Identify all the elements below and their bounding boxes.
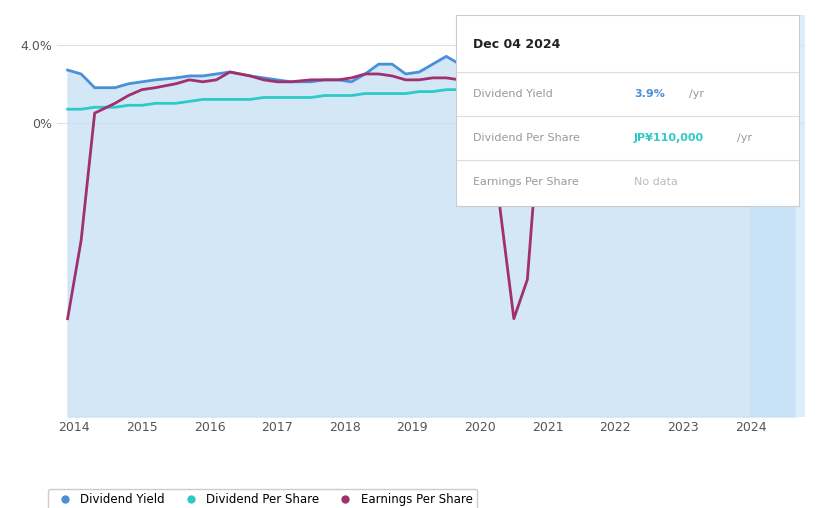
Text: Past: Past — [754, 30, 777, 41]
Text: Dec 04 2024: Dec 04 2024 — [473, 38, 560, 51]
Text: JP¥110,000: JP¥110,000 — [634, 133, 704, 143]
Text: /yr: /yr — [689, 89, 704, 99]
Text: No data: No data — [634, 177, 678, 187]
Text: Earnings Per Share: Earnings Per Share — [473, 177, 579, 187]
Legend: Dividend Yield, Dividend Per Share, Earnings Per Share: Dividend Yield, Dividend Per Share, Earn… — [48, 489, 477, 508]
Text: Dividend Yield: Dividend Yield — [473, 89, 553, 99]
Text: /yr: /yr — [737, 133, 752, 143]
Text: 3.9%: 3.9% — [634, 89, 665, 99]
Text: Dividend Per Share: Dividend Per Share — [473, 133, 580, 143]
Bar — [750, 15, 805, 417]
